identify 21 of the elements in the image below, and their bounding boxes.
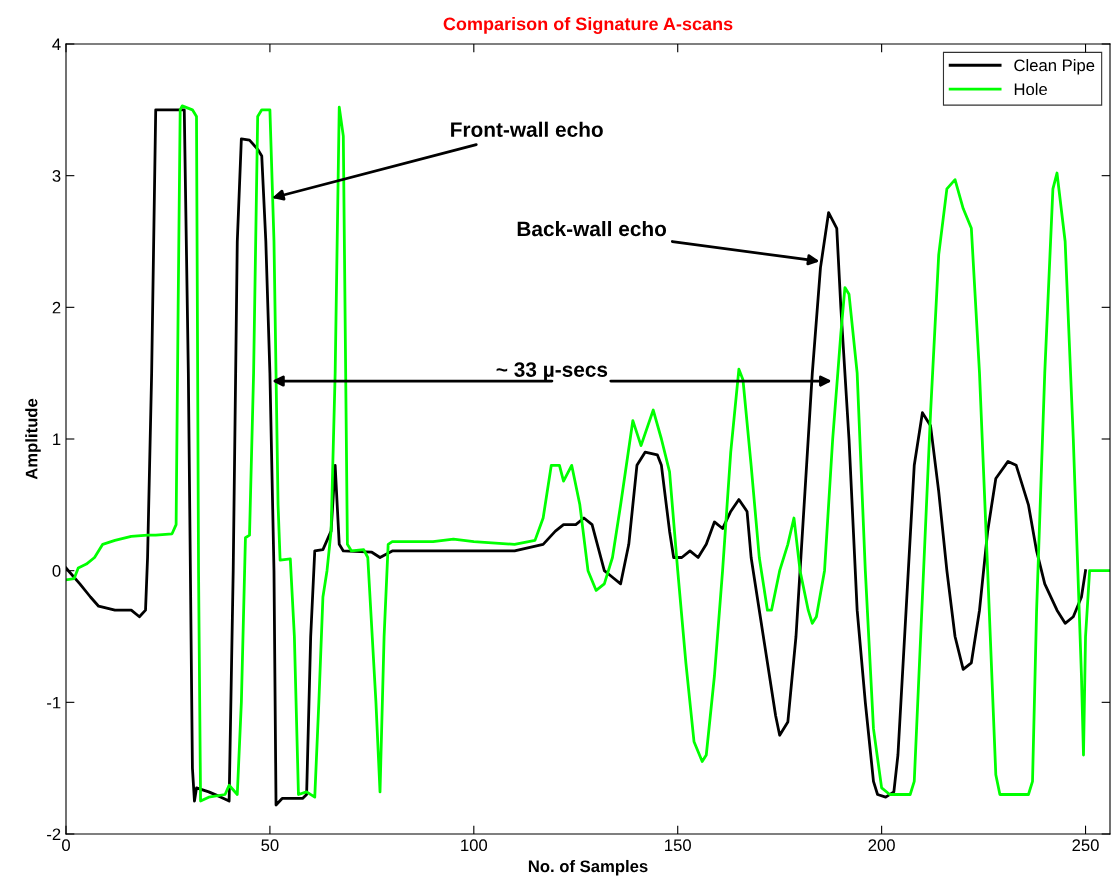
- chart-title: Comparison of Signature A-scans: [443, 17, 733, 34]
- x-tick-label: 250: [1072, 839, 1099, 852]
- annotation: Back-wall echo: [517, 220, 667, 237]
- x-tick-label: 100: [461, 839, 488, 852]
- legend-label: Clean Pipe: [1014, 59, 1095, 75]
- y-tick-label: -1: [47, 696, 61, 709]
- y-tick-label: 2: [52, 301, 61, 314]
- x-tick-label: 0: [62, 839, 70, 852]
- annotation: ~ 33 µ-secs: [496, 362, 608, 382]
- y-axis-title: Amplitude: [25, 398, 41, 480]
- y-tick-label: 1: [53, 433, 61, 446]
- y-tick-label: -2: [47, 828, 61, 841]
- annotation: Front-wall echo: [451, 121, 603, 137]
- y-tick-label: 0: [52, 565, 61, 577]
- x-tick-label: 150: [665, 839, 691, 852]
- y-tick-label: 3: [52, 170, 61, 182]
- legend-label: Hole: [1014, 82, 1048, 96]
- x-axis-title: No. of Samples: [528, 859, 648, 876]
- x-tick-label: 50: [261, 839, 279, 852]
- y-tick-label: 4: [52, 38, 61, 51]
- x-tick-label: 200: [868, 839, 895, 852]
